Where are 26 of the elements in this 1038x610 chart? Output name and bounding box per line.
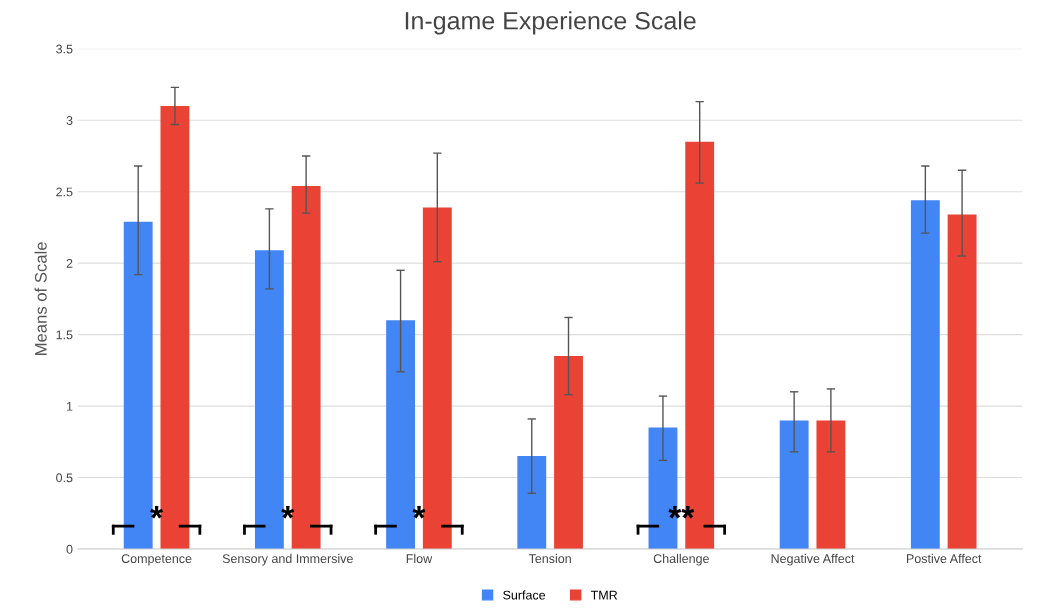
bar [779,420,809,549]
legend-label: TMR [590,590,618,600]
y-tick-label: 2 [66,258,73,268]
legend-label: Surface [503,590,546,600]
y-tick-label: 0.5 [56,473,73,483]
bar [910,200,940,549]
chart-title: In-game Experience Scale [405,11,696,35]
bar [554,356,583,549]
y-tick-label: 0 [66,544,73,554]
y-tick-label: 3 [66,116,73,125]
bar [816,420,846,549]
x-tick-label: Sensory and Immersive [222,553,353,566]
x-tick-label: Negative Affect [771,553,855,566]
x-tick-label: Competence [121,554,192,566]
bar [947,214,977,549]
x-tick-label: Tension [528,553,571,564]
y-tick-label: 1 [66,402,73,411]
y-axis-title: Means of Scale [34,242,47,355]
x-tick-label: Flow [406,553,433,564]
bar [517,456,547,549]
x-tick-label: Postive Affect [906,553,982,564]
annotation: ** [668,506,695,519]
x-tick-label: Challenge [653,553,709,566]
y-tick-label: 3.5 [56,44,73,54]
y-tick-label: 1.5 [56,330,73,340]
y-tick-label: 2.5 [56,187,73,197]
